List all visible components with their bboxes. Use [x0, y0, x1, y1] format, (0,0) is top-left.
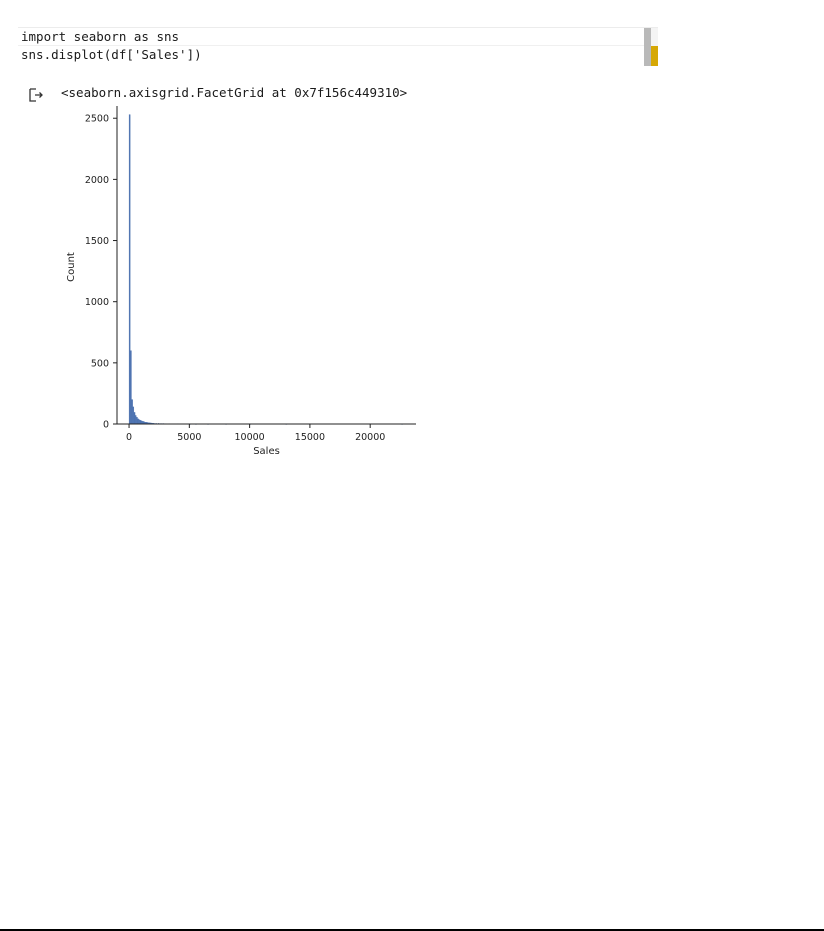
- scrollbar-track: [644, 28, 651, 66]
- histogram-bar: [133, 412, 136, 425]
- histogram-bar: [131, 399, 133, 425]
- y-tick-label: 1500: [85, 236, 109, 247]
- histogram-bar: [128, 114, 131, 425]
- code-line[interactable]: sns.displot(df['Sales']): [21, 47, 202, 62]
- histogram-bar: [130, 350, 132, 425]
- output-repr-text: <seaborn.axisgrid.FacetGrid at 0x7f156c4…: [61, 85, 408, 100]
- bottom-border: [0, 929, 824, 931]
- histogram-bar: [134, 415, 137, 425]
- y-tick-label: 2000: [85, 175, 109, 186]
- x-tick-label: 20000: [355, 432, 385, 443]
- x-tick-label: 15000: [295, 432, 325, 443]
- x-tick-label: 10000: [235, 432, 265, 443]
- line-divider: [18, 45, 644, 46]
- scrollbar[interactable]: [644, 28, 658, 66]
- histogram-bar: [136, 417, 138, 425]
- scrollbar-thumb[interactable]: [651, 46, 658, 66]
- histogram-bar: [138, 419, 141, 425]
- y-tick-label: 2500: [85, 114, 109, 125]
- y-tick-label: 1000: [85, 297, 109, 308]
- x-tick-label: 5000: [177, 432, 201, 443]
- x-tick-label: 0: [126, 432, 132, 443]
- y-axis-label: Count: [66, 252, 77, 282]
- y-tick-label: 0: [103, 420, 109, 431]
- histogram-bar: [132, 406, 135, 425]
- code-cell[interactable]: import seaborn as sns sns.displot(df['Sa…: [18, 27, 658, 66]
- histogram-bar: [139, 420, 142, 425]
- output-arrow-icon[interactable]: [27, 86, 45, 104]
- x-axis-label: Sales: [253, 446, 280, 457]
- histogram-bar: [137, 418, 139, 425]
- y-tick-label: 500: [91, 358, 109, 369]
- code-line[interactable]: import seaborn as sns: [21, 29, 180, 44]
